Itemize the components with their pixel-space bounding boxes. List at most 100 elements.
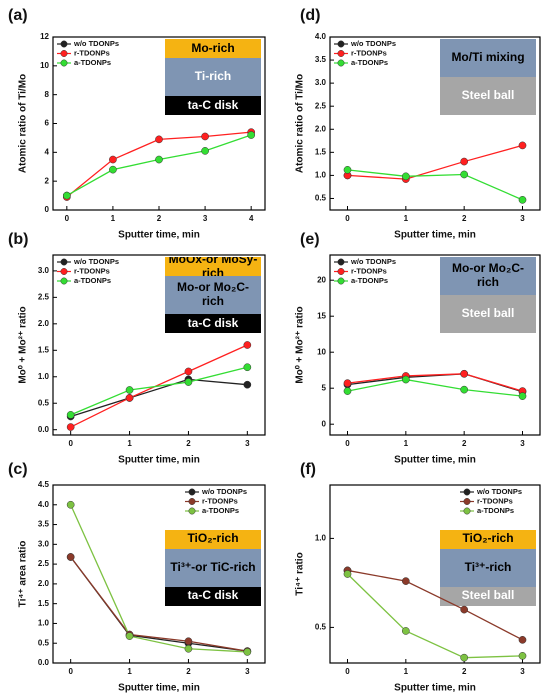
legend-label: w/o TDONPs [73, 39, 119, 48]
y-tick-label: 4 [45, 147, 50, 156]
x-tick-label: 2 [157, 214, 162, 223]
plot-frame [52, 254, 266, 436]
legend-label: r-TDONPs [74, 266, 110, 275]
y-tick-label: 15 [317, 311, 326, 320]
annotation-text: TiO₂-rich [440, 529, 536, 549]
annotation-box: Mo-or Mo₂C-rich [440, 257, 536, 295]
y-tick-label: 0 [322, 419, 327, 428]
legend-marker [60, 40, 68, 48]
data-point [243, 648, 252, 656]
y-tick-label: 1.0 [38, 372, 50, 381]
series-line [70, 378, 248, 418]
data-point [184, 378, 193, 386]
legend-marker [60, 50, 68, 57]
annotation-text: Ti-rich [165, 58, 261, 96]
data-point [125, 386, 134, 394]
annotation-text: Ti³⁺-or TiC-rich [165, 548, 261, 587]
data-point [460, 369, 469, 378]
legend-label: a-TDONPs [74, 58, 111, 67]
y-tick-label: 2 [45, 176, 50, 185]
panel-label: (e) [300, 231, 320, 248]
y-tick-label: 1.0 [38, 619, 50, 628]
data-point [460, 170, 469, 179]
x-axis-label: Sputter time, min [118, 455, 200, 466]
legend-marker [337, 258, 345, 266]
data-point [155, 135, 163, 144]
data-point [460, 385, 469, 394]
plot-frame [329, 254, 541, 436]
x-tick-label: 1 [127, 439, 132, 448]
y-axis-label: Atomic ratio of Ti/Mo [18, 74, 29, 173]
annotation-box: ta-C disk [165, 586, 261, 606]
data-point [518, 652, 527, 660]
x-tick-label: 2 [186, 667, 191, 676]
data-point [109, 165, 117, 174]
annotation-box: Ti³⁺-or TiC-rich [165, 548, 261, 587]
legend-marker [188, 488, 196, 496]
legend-label: a-TDONPs [351, 276, 388, 285]
legend-label: r-TDONPs [74, 48, 110, 57]
legend-marker [60, 268, 68, 275]
data-point [184, 644, 193, 653]
annotation-text: Mo-or Mo₂C-rich [440, 257, 536, 295]
legend-marker [463, 507, 471, 515]
y-tick-label: 0 [45, 205, 50, 214]
annotation-text: Mo-rich [165, 39, 261, 58]
x-tick-label: 0 [68, 439, 73, 448]
annotation-box: Mo-rich [165, 39, 261, 58]
data-point [184, 367, 193, 376]
panel-label: (a) [8, 7, 28, 24]
legend-marker [60, 258, 68, 266]
data-point [125, 632, 134, 640]
x-tick-label: 1 [127, 667, 132, 676]
y-tick-label: 2.0 [315, 124, 327, 133]
y-tick-label: 1.0 [315, 171, 327, 180]
panel-label: (c) [8, 461, 28, 478]
data-point [184, 637, 193, 646]
y-axis-label: Atomic ratio of Ti/Mo [295, 74, 306, 173]
series-line [66, 134, 252, 197]
data-point [343, 387, 352, 395]
data-point [460, 605, 469, 614]
x-tick-label: 2 [462, 214, 467, 223]
data-point [518, 392, 527, 400]
annotation-text: ta-C disk [165, 586, 261, 606]
x-tick-label: 2 [462, 439, 467, 448]
annotation-box: Ti-rich [165, 58, 261, 96]
x-axis-label: Sputter time, min [394, 683, 476, 694]
annotation-box: Mo/Ti mixing [440, 39, 536, 77]
y-tick-label: 0.0 [38, 425, 50, 434]
annotation-box: Ti³⁺-rich [440, 548, 536, 587]
annotation-text: Steel ball [440, 77, 536, 115]
legend-label: w/o TDONPs [201, 487, 247, 496]
x-tick-label: 1 [111, 214, 116, 223]
data-point [62, 191, 71, 200]
x-tick-label: 4 [249, 214, 254, 223]
y-tick-label: 2.0 [38, 579, 50, 588]
annotation-text: ta-C disk [165, 96, 261, 115]
x-tick-label: 0 [68, 667, 73, 676]
data-point [66, 553, 75, 561]
data-point [343, 570, 352, 578]
annotation-text: Steel ball [440, 586, 536, 606]
data-point [66, 500, 75, 509]
data-point [401, 375, 410, 384]
x-tick-label: 3 [245, 439, 250, 448]
x-tick-label: 3 [245, 667, 250, 676]
legend-marker [337, 59, 345, 67]
x-axis-label: Sputter time, min [394, 230, 476, 241]
annotation-text: Ti³⁺-rich [440, 548, 536, 587]
data-point [401, 577, 410, 585]
y-tick-label: 2.5 [38, 292, 50, 301]
annotation-text: ta-C disk [165, 314, 261, 333]
legend-marker [188, 507, 196, 515]
legend-label: w/o TDONPs [350, 39, 396, 48]
data-point [66, 411, 75, 419]
y-tick-label: 6 [45, 119, 50, 128]
x-tick-label: 0 [345, 439, 350, 448]
y-axis-label: Ti⁴⁺ area ratio [18, 541, 29, 608]
annotation-box: ta-C disk [165, 96, 261, 115]
annotation-text: Mo/Ti mixing [440, 39, 536, 77]
panel-label: (b) [8, 231, 28, 248]
data-point [343, 166, 352, 174]
